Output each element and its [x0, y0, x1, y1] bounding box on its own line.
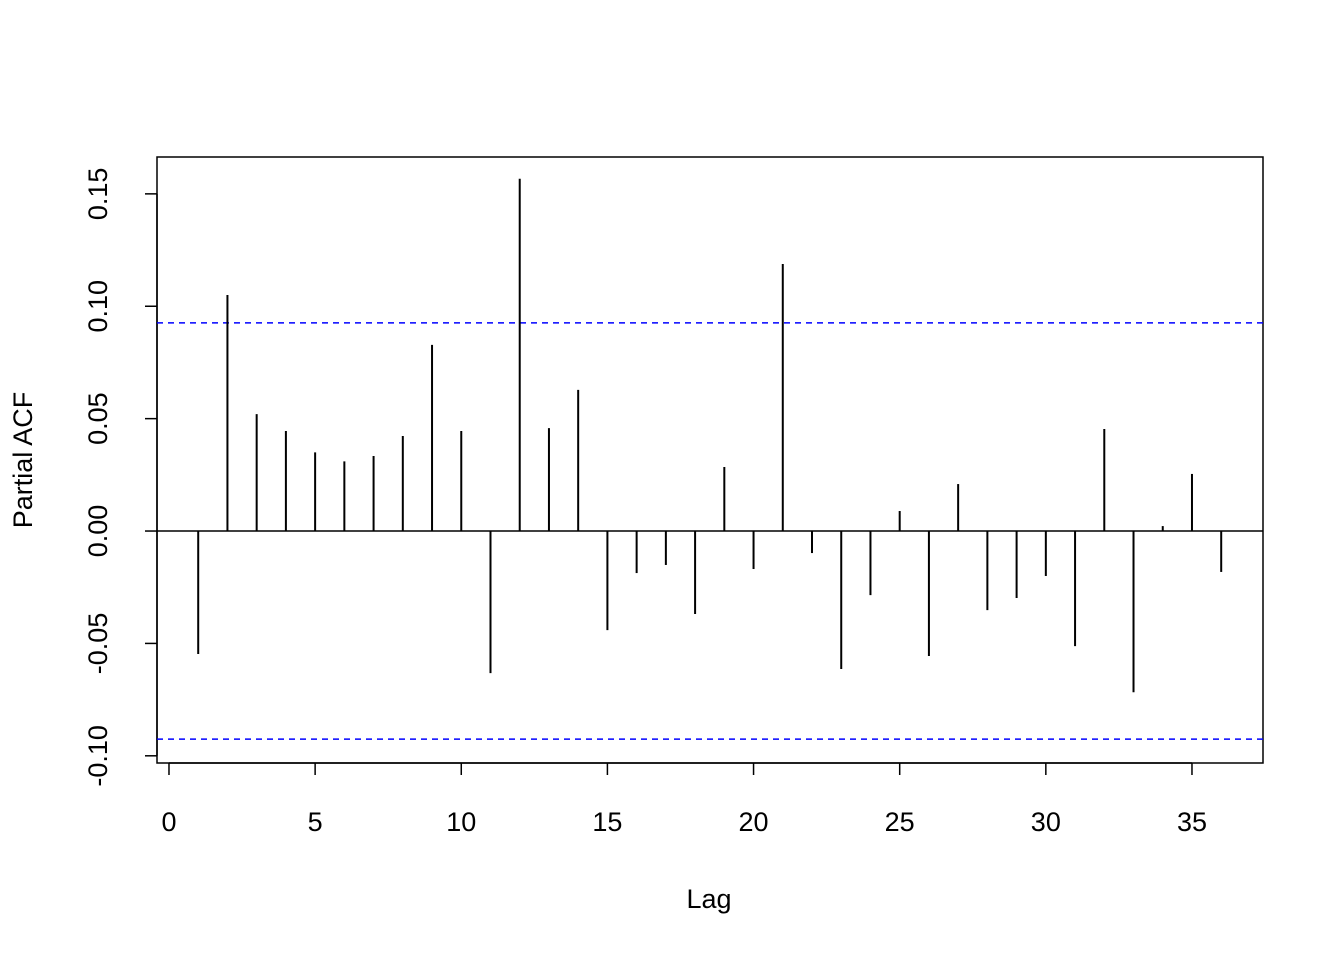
y-axis-label: Partial ACF [8, 392, 38, 529]
x-tick-label: 35 [1177, 807, 1207, 837]
x-tick-label: 0 [161, 807, 176, 837]
x-tick-label: 25 [885, 807, 915, 837]
y-tick-label: -0.05 [83, 613, 113, 675]
x-tick-label: 20 [739, 807, 769, 837]
x-tick-label: 30 [1031, 807, 1061, 837]
x-axis-label: Lag [686, 884, 731, 914]
x-tick-label: 15 [592, 807, 622, 837]
y-tick-label: 0.00 [83, 505, 113, 558]
plot-frame [156, 156, 1264, 764]
x-tick-label: 10 [446, 807, 476, 837]
y-tick-label: 0.10 [83, 280, 113, 333]
x-tick-label: 5 [308, 807, 323, 837]
y-tick-label: -0.10 [83, 725, 113, 787]
y-tick-label: 0.15 [83, 168, 113, 221]
y-tick-label: 0.05 [83, 392, 113, 445]
